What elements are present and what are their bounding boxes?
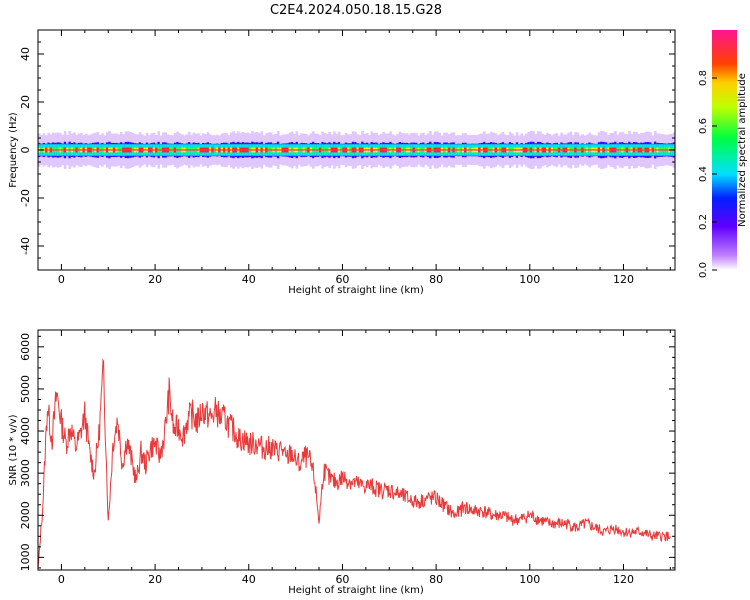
y-tick-label: 0: [19, 147, 32, 154]
colorbar: 0.0 0.2 0.4 0.6 0.8 Normalized spectral ampl…: [698, 30, 748, 278]
colorbar-tick-label: 0.0: [698, 262, 709, 278]
spectrogram-x-axis-label: Height of straight line (km): [288, 285, 424, 296]
snr-x-axis-label: Height of straight line (km): [288, 585, 424, 596]
x-tick-label: 120: [613, 573, 634, 586]
spectrogram-axes: 0 20 40 60 80 100 120 -40 -20 0 20 40: [19, 29, 675, 286]
x-tick-label: 20: [148, 273, 162, 286]
snr-panel: 0 20 40 60 80 100 120100020003000400050006000 …: [8, 329, 676, 596]
y-tick-label: -40: [19, 237, 32, 255]
y-tick-label: 20: [19, 95, 32, 109]
snr-frame: [37, 329, 676, 571]
x-tick-label: 40: [242, 573, 256, 586]
x-tick-label: 80: [429, 273, 443, 286]
y-tick-label: 2000: [19, 501, 32, 529]
y-tick-label: 5000: [19, 375, 32, 403]
colorbar-label: Normalized spectral amplitude: [737, 73, 748, 227]
x-tick-label: 100: [519, 273, 540, 286]
colorbar-tick-label: 0.8: [698, 70, 709, 86]
snr-y-axis-label: SNR (10 * v/v): [8, 414, 19, 485]
spectrogram-panel: 0 20 40 60 80 100 120 -40 -20 0 20 40 Height of str…: [8, 29, 676, 296]
colorbar-tick-label: 0.2: [698, 214, 709, 230]
colorbar-ticks: 0.0 0.2 0.4 0.6 0.8: [698, 70, 717, 278]
figure-title: C2E4.2024.050.18.15.G28: [270, 3, 442, 18]
y-tick-label: 1000: [19, 543, 32, 571]
x-tick-label: 0: [58, 273, 65, 286]
snr-series-line: [38, 358, 671, 569]
x-tick-label: 40: [242, 273, 256, 286]
y-tick-label: 3000: [19, 459, 32, 487]
spectrogram-y-axis-label: Frequency (Hz): [8, 112, 19, 188]
colorbar-tick-label: 0.4: [698, 166, 709, 182]
x-tick-label: 80: [429, 573, 443, 586]
y-tick-label: 4000: [19, 417, 32, 445]
x-tick-label: 120: [613, 273, 634, 286]
y-tick-label: 40: [19, 47, 32, 61]
x-tick-label: 0: [58, 573, 65, 586]
x-tick-label: 60: [335, 573, 349, 586]
y-tick-label: 6000: [19, 333, 32, 361]
spectrogram-plot-area: [38, 130, 675, 170]
colorbar-tick-label: 0.6: [698, 118, 709, 134]
y-tick-label: -20: [19, 189, 32, 207]
snr-axes: 0 20 40 60 80 100 120 1000 2000 3000 4000 5000 6000: [19, 330, 675, 586]
x-tick-label: 20: [148, 573, 162, 586]
x-tick-label: 100: [519, 573, 540, 586]
colorbar-gradient: [712, 30, 737, 270]
x-tick-label: 60: [335, 273, 349, 286]
